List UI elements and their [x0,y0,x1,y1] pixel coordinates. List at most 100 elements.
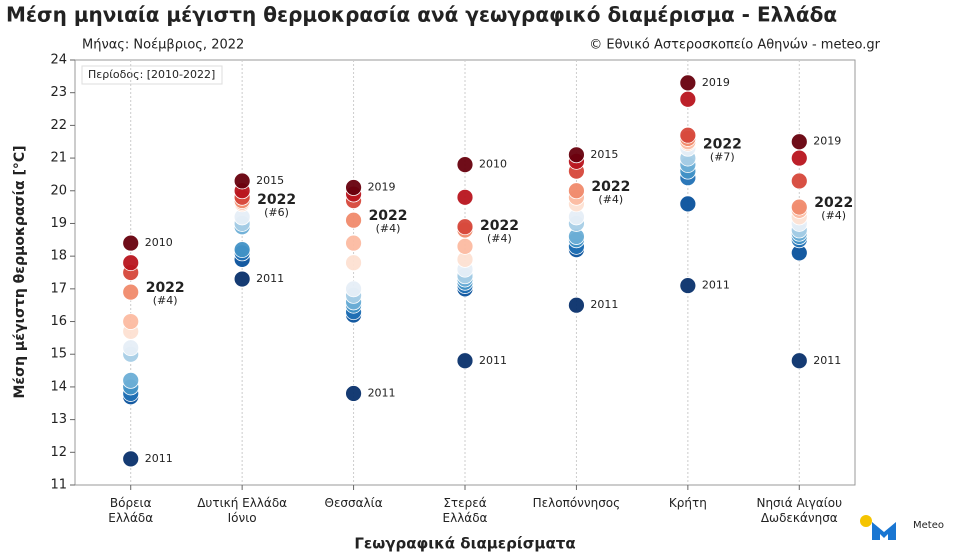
highlight-rank: (#4) [598,193,623,206]
period-box [81,65,223,85]
y-tick-label: 13 [50,412,67,427]
dot [790,198,808,216]
logo-text: Meteo [913,520,944,531]
dot [790,133,808,151]
dot [456,218,474,236]
dot [456,237,474,255]
highlight-label: 2022 [369,208,408,224]
highlight-rank: (#4) [376,222,401,235]
chart-title: Μέση μηνιαία μέγιστη θερμοκρασία ανά γεω… [6,3,837,27]
y-tick-label: 11 [50,478,67,493]
y-axis-label: Μέση μέγιστη θερμοκρασία [°C] [12,145,28,398]
dot [345,385,362,402]
highlight-rank: (#6) [264,206,289,219]
y-tick-label: 14 [50,379,67,394]
x-tick-label: Βόρεια Ελλάδα [108,496,153,525]
y-tick-label: 23 [50,85,67,100]
max-year-label: 2019 [813,135,841,148]
min-year-label: 2011 [256,272,284,285]
dot [122,313,140,330]
dot [456,188,474,206]
dot [345,254,362,272]
dot [233,172,251,190]
dot [122,450,140,468]
x-tick-line: Στερεά [443,496,486,510]
x-tick-label: Νησιά Αιγαίου Δωδεκάνησα [756,496,842,525]
x-tick-line: Βόρεια [110,496,152,510]
dot [790,149,808,167]
dot [679,126,697,144]
y-tick-label: 19 [50,216,67,231]
max-year-label: 2019 [702,76,730,89]
x-tick-line: Θεσσαλία [325,496,383,510]
highlight-rank: (#4) [821,209,846,222]
max-year-label: 2010 [479,158,507,171]
y-tick-label: 17 [50,281,67,296]
x-axis-label: Γεωγραφικά διαμερίσματα [354,535,575,553]
dot [679,74,697,92]
period-label: Περίοδος: [2010-2022] [88,68,215,81]
x-tick-line: Δωδεκάνησα [761,511,838,525]
dot [122,254,140,272]
highlight-rank: (#4) [487,232,512,245]
max-year-label: 2019 [368,181,396,194]
dot [345,234,362,252]
min-year-label: 2011 [813,354,841,367]
dot [679,195,697,213]
y-tick-label: 12 [50,445,67,460]
y-tick-label: 20 [50,183,67,198]
max-year-label: 2015 [590,148,618,161]
dot [456,352,474,370]
min-year-label: 2011 [590,298,618,311]
dot [790,172,808,190]
x-tick-line: Κρήτη [669,496,707,510]
dot [122,234,140,252]
y-tick-label: 24 [50,53,67,68]
x-tick-label: Πελοπόννησος [533,496,621,510]
x-tick-line: Δυτική Ελλάδα [197,496,287,510]
dot [568,182,585,200]
dot [679,90,697,108]
min-year-label: 2011 [702,279,730,292]
x-tick-label: Κρήτη [669,496,707,510]
dot [456,156,474,174]
y-tick-label: 15 [50,347,67,362]
dot [679,277,697,294]
highlight-label: 2022 [814,195,853,211]
x-tick-line: Ελλάδα [108,511,153,525]
min-year-label: 2011 [145,452,173,465]
y-tick-label: 21 [50,151,67,166]
dot [790,352,808,370]
min-year-label: 2011 [368,386,396,399]
dot [345,280,362,298]
x-tick-label: Θεσσαλία [325,496,383,510]
dot [233,270,251,288]
highlight-rank: (#7) [710,150,735,163]
min-year-label: 2011 [479,354,507,367]
highlight-label: 2022 [146,280,185,296]
x-tick-line: Ελλάδα [443,511,488,525]
dot [122,283,140,301]
highlight-label: 2022 [480,218,519,234]
x-tick-line: Ιόνιο [228,511,257,525]
dot [233,241,251,259]
dot [122,339,140,357]
dot [345,211,362,229]
y-tick-label: 22 [50,118,67,133]
dot [122,371,140,389]
logo-dot [860,515,872,527]
y-tick-label: 18 [50,249,67,264]
max-year-label: 2010 [145,236,173,249]
subtitle-right: © Εθνικό Αστεροσκοπείο Αθηνών - meteo.gr [589,38,880,53]
x-tick-label: Δυτική Ελλάδα Ιόνιο [197,496,287,525]
highlight-label: 2022 [591,179,630,195]
x-tick-line: Νησιά Αιγαίου [756,496,842,510]
dot [568,146,585,164]
logo: Meteo [860,515,944,540]
highlight-label: 2022 [703,136,742,152]
highlight-rank: (#4) [153,294,178,307]
subtitle-left: Μήνας: Νοέμβριος, 2022 [82,38,244,53]
x-tick-line: Πελοπόννησος [533,496,621,510]
dot [345,179,362,196]
logo-mark [872,522,896,540]
